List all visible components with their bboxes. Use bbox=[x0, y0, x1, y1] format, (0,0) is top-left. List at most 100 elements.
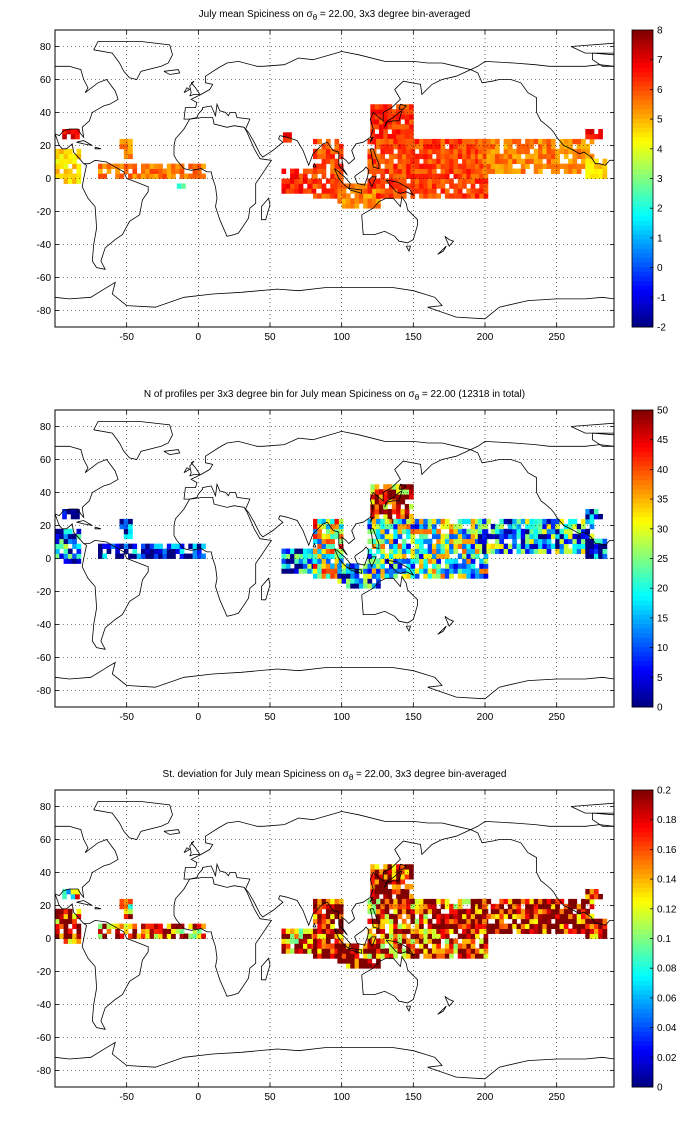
heatmap-cell bbox=[490, 153, 496, 160]
heatmap-cell bbox=[141, 553, 146, 559]
heatmap-cell bbox=[166, 928, 172, 934]
heatmap-cell bbox=[457, 528, 463, 535]
heatmap-cell bbox=[388, 523, 394, 530]
heatmap-cell bbox=[572, 548, 578, 554]
heatmap-cell bbox=[410, 553, 416, 559]
coastline bbox=[348, 568, 363, 574]
heatmap-cell bbox=[427, 173, 433, 179]
x-tick-label: -50 bbox=[119, 1092, 134, 1103]
heatmap-cell bbox=[171, 553, 176, 559]
y-tick-label: -20 bbox=[37, 967, 52, 978]
heatmap-cell bbox=[330, 193, 335, 199]
heatmap-cell bbox=[338, 533, 344, 540]
heatmap-cell bbox=[406, 948, 411, 954]
heatmap-cell bbox=[495, 543, 500, 549]
heatmap-cell bbox=[371, 553, 377, 559]
heatmap-cell bbox=[153, 163, 159, 169]
colorbar-tick-label: 0.14 bbox=[657, 875, 677, 886]
heatmap-cell bbox=[341, 943, 347, 949]
y-tick-label: 80 bbox=[40, 802, 52, 813]
heatmap-cell bbox=[576, 923, 582, 929]
heatmap-cell bbox=[281, 948, 287, 954]
heatmap-cell bbox=[414, 568, 420, 574]
colorbar-step bbox=[632, 609, 653, 615]
heatmap-cell bbox=[585, 133, 591, 140]
heatmap-cell bbox=[585, 163, 591, 169]
heatmap-cell bbox=[474, 573, 480, 579]
heatmap-cell bbox=[313, 898, 318, 905]
heatmap-cell bbox=[466, 158, 472, 165]
heatmap-cell bbox=[371, 188, 377, 194]
heatmap-cell bbox=[179, 168, 185, 174]
heatmap-cell bbox=[585, 928, 591, 934]
heatmap-cell bbox=[397, 558, 403, 564]
heatmap-cell bbox=[593, 923, 599, 929]
heatmap-cell bbox=[427, 953, 433, 959]
heatmap-cell bbox=[401, 953, 407, 959]
heatmap-cell bbox=[474, 528, 480, 535]
colorbar-step bbox=[632, 461, 653, 467]
heatmap-cell bbox=[520, 533, 526, 540]
heatmap-cell bbox=[533, 518, 539, 525]
heatmap-cell bbox=[192, 923, 198, 929]
colorbar-step bbox=[632, 1049, 653, 1056]
heatmap-cell bbox=[387, 494, 393, 500]
colorbar-step bbox=[632, 989, 653, 995]
heatmap-cell bbox=[555, 908, 560, 915]
heatmap-cell bbox=[470, 193, 476, 199]
heatmap-cell bbox=[585, 528, 591, 535]
heatmap-cell bbox=[367, 963, 373, 969]
heatmap-cell bbox=[542, 528, 548, 535]
heatmap-cell bbox=[307, 168, 312, 174]
heatmap-cell bbox=[453, 523, 459, 530]
heatmap-cell bbox=[533, 148, 539, 155]
heatmap-cell bbox=[499, 518, 505, 525]
heatmap-cell bbox=[98, 548, 103, 554]
heatmap-cell bbox=[294, 168, 300, 174]
colorbar-tick-label: -2 bbox=[657, 323, 666, 334]
heatmap-cell bbox=[307, 928, 312, 934]
heatmap-cell bbox=[474, 153, 480, 160]
heatmap-cell bbox=[337, 943, 343, 949]
heatmap-cell bbox=[474, 188, 480, 194]
heatmap-cell bbox=[440, 143, 446, 150]
heatmap-cell bbox=[98, 923, 103, 929]
coastline bbox=[369, 136, 374, 143]
heatmap-cell bbox=[462, 568, 467, 574]
heatmap-cell bbox=[538, 918, 543, 925]
heatmap-cell bbox=[449, 563, 454, 569]
colorbar-step bbox=[632, 577, 653, 583]
heatmap-cell bbox=[201, 923, 206, 929]
heatmap-cell bbox=[520, 898, 526, 905]
heatmap-cell bbox=[404, 889, 410, 895]
heatmap-cell bbox=[380, 183, 386, 189]
heatmap-cell bbox=[106, 163, 112, 169]
heatmap-cell bbox=[555, 538, 560, 545]
colorbar-step bbox=[632, 600, 653, 606]
y-tick-label: -80 bbox=[37, 1066, 52, 1077]
heatmap-cell bbox=[98, 543, 103, 549]
heatmap-cell bbox=[503, 898, 509, 905]
heatmap-cell bbox=[589, 538, 595, 545]
heatmap-cell bbox=[550, 898, 556, 905]
heatmap-cell bbox=[123, 148, 129, 155]
heatmap-cell bbox=[542, 908, 548, 915]
heatmap-cell bbox=[294, 173, 300, 179]
heatmap-cell bbox=[490, 908, 496, 915]
colorbar: 00.020.040.060.080.10.120.140.160.180.2 bbox=[631, 786, 677, 1094]
heatmap-cell bbox=[466, 533, 472, 540]
heatmap-cell bbox=[529, 928, 535, 934]
heatmap-cell bbox=[409, 133, 414, 140]
heatmap-cell bbox=[555, 543, 560, 549]
heatmap-cell bbox=[529, 923, 535, 929]
heatmap-cell bbox=[453, 928, 459, 934]
heatmap-cell bbox=[391, 489, 397, 495]
heatmap-cell bbox=[401, 173, 407, 179]
heatmap-cell bbox=[404, 509, 410, 515]
heatmap-cell bbox=[321, 898, 327, 905]
heatmap-cell bbox=[427, 553, 433, 559]
coastline bbox=[348, 188, 363, 194]
heatmap-cell bbox=[572, 928, 578, 934]
heatmap-cell bbox=[175, 928, 181, 934]
heatmap-cell bbox=[602, 553, 608, 559]
